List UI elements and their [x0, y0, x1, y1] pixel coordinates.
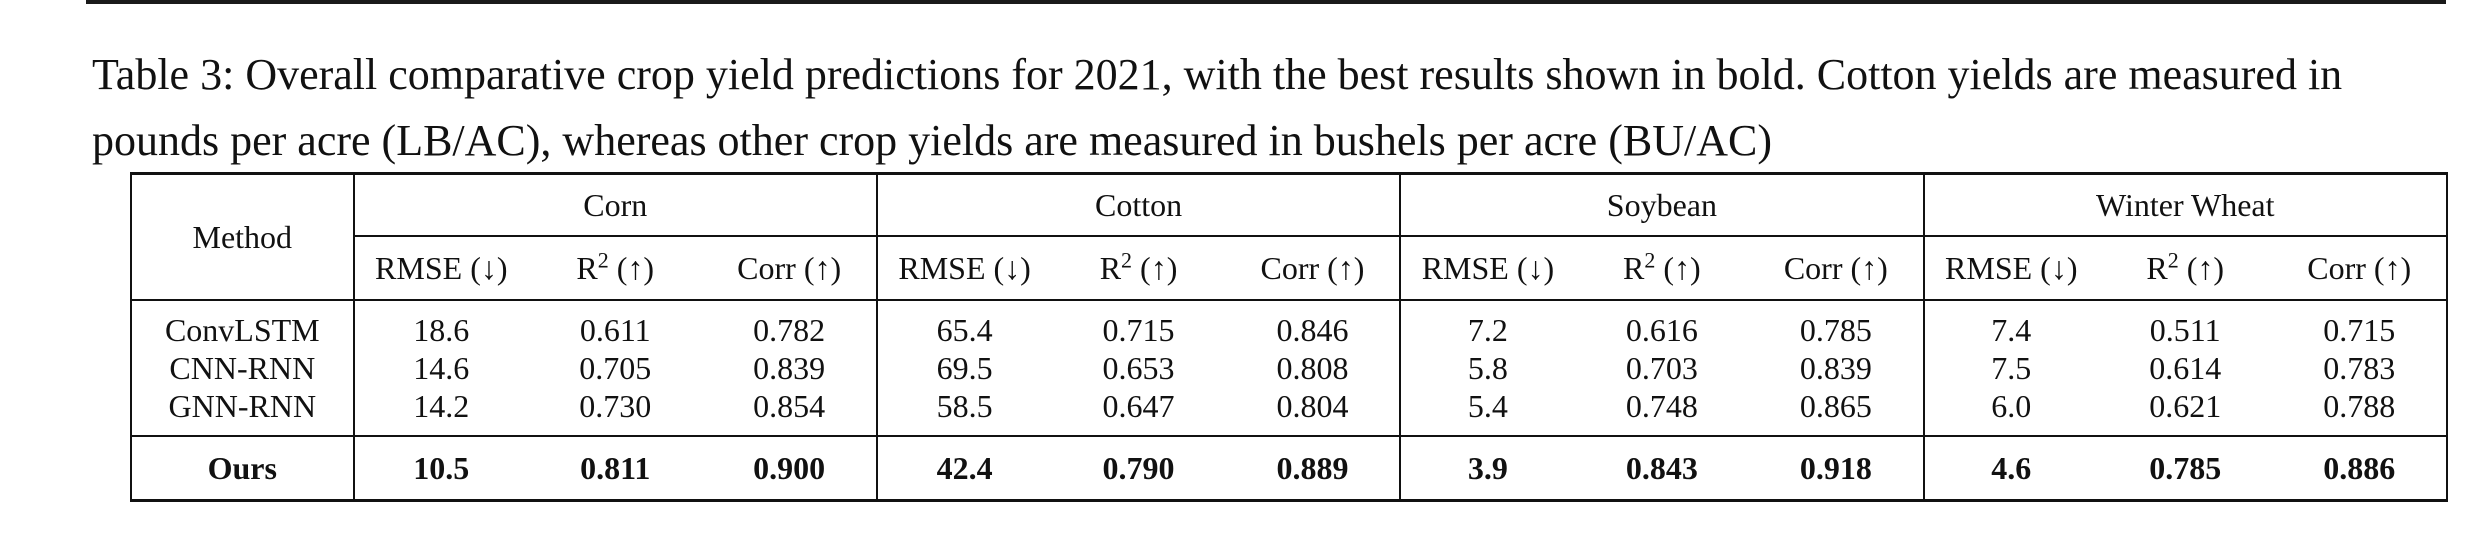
header-r2: R2 (↑) — [2146, 246, 2225, 286]
cell: 0.843 — [1574, 435, 1750, 502]
header-r2: R2 (↑) — [1623, 246, 1701, 286]
results-table-wrap: Method Corn Cotton Soybean Winter Wheat … — [130, 172, 2449, 502]
row-method: ConvLSTM — [130, 311, 354, 349]
cell: 6.0 — [1922, 387, 2098, 425]
cell: 0.785 — [1799, 312, 1872, 348]
cell: 0.715 — [1102, 312, 1175, 348]
table-row: GNN-RNN 14.2 0.730 0.854 58.5 0.647 0.80… — [130, 387, 2448, 425]
row-method: GNN-RNN — [130, 387, 354, 425]
cell: 69.5 — [875, 349, 1052, 387]
table-row: ConvLSTM 18.6 0.611 0.782 65.4 0.715 0.8… — [130, 311, 2448, 349]
cell: 7.5 — [1922, 349, 2098, 387]
cell: 7.4 — [1922, 311, 2098, 349]
cell: 0.811 — [528, 435, 703, 502]
cell: 0.647 — [1102, 388, 1175, 424]
header-crop-cotton: Cotton — [875, 172, 1401, 237]
cell: 0.703 — [1625, 350, 1698, 386]
cell: 0.616 — [1625, 312, 1698, 348]
cell: 0.900 — [702, 435, 877, 502]
cell: 0.614 — [2149, 350, 2222, 386]
top-rule — [86, 0, 2446, 4]
cell: 0.790 — [1051, 435, 1226, 502]
cell: 0.748 — [1625, 388, 1698, 424]
row-method: Ours — [130, 435, 354, 502]
cell: 18.6 — [352, 311, 528, 349]
cell: 0.839 — [753, 350, 826, 386]
header-rmse: RMSE (↓) — [1922, 236, 2098, 300]
cell: 0.511 — [2149, 312, 2221, 348]
cell: 0.854 — [753, 388, 826, 424]
cell: 0.782 — [753, 312, 826, 348]
cell: 3.9 — [1399, 435, 1575, 502]
cell: 0.839 — [1799, 350, 1872, 386]
header-corr: Corr (↑) — [1783, 249, 1888, 286]
cell: 0.611 — [579, 312, 651, 348]
metric-header-row: RMSE (↓) R2 (↑) Corr (↑) RMSE (↓) R2 (↑)… — [131, 236, 2448, 300]
table-caption: Table 3: Overall comparative crop yield … — [92, 50, 2343, 165]
header-method: Method — [130, 172, 354, 300]
cell: 0.886 — [2272, 435, 2448, 502]
cell: 0.785 — [2097, 435, 2273, 502]
header-rmse: RMSE (↓) — [352, 236, 528, 300]
cell: 0.865 — [1799, 388, 1872, 424]
header-rmse: RMSE (↓) — [875, 236, 1052, 300]
header-corr: Corr (↑) — [1260, 249, 1365, 286]
cell: 0.705 — [579, 350, 652, 386]
cell: 0.730 — [579, 388, 652, 424]
cell: 5.8 — [1399, 349, 1575, 387]
table-row-ours: Ours 10.5 0.811 0.900 42.4 0.790 0.889 3… — [130, 435, 2448, 502]
cell: 10.5 — [352, 435, 528, 502]
header-r2: R2 (↑) — [1099, 246, 1178, 286]
cell: 0.804 — [1276, 388, 1349, 424]
cell: 0.715 — [2272, 311, 2448, 349]
cell: 0.846 — [1276, 312, 1349, 348]
header-corr: Corr (↑) — [737, 249, 842, 286]
header-rmse: RMSE (↓) — [1399, 236, 1575, 300]
cell: 0.808 — [1276, 350, 1349, 386]
header-crop-winter-wheat: Winter Wheat — [1922, 172, 2449, 237]
cell: 65.4 — [875, 311, 1052, 349]
cell: 14.6 — [352, 349, 528, 387]
header-r2: R2 (↑) — [576, 246, 655, 286]
header-crop-soybean: Soybean — [1399, 172, 1924, 237]
cell: 4.6 — [1922, 435, 2098, 502]
table-row: CNN-RNN 14.6 0.705 0.839 69.5 0.653 0.80… — [130, 349, 2448, 387]
cell: 0.788 — [2272, 387, 2448, 425]
cell: 0.653 — [1102, 350, 1175, 386]
cell: 0.783 — [2272, 349, 2448, 387]
header-crop-corn: Corn — [352, 172, 877, 237]
header-corr: Corr (↑) — [2272, 236, 2448, 300]
cell: 42.4 — [875, 435, 1052, 502]
cell: 0.621 — [2149, 388, 2222, 424]
cell: 58.5 — [875, 387, 1052, 425]
cell: 0.889 — [1225, 435, 1401, 502]
results-table: Method Corn Cotton Soybean Winter Wheat … — [130, 172, 2449, 502]
cell: 7.2 — [1399, 311, 1575, 349]
row-method: CNN-RNN — [130, 349, 354, 387]
cell: 0.918 — [1749, 435, 1924, 502]
cell: 14.2 — [352, 387, 528, 425]
cell: 5.4 — [1399, 387, 1575, 425]
